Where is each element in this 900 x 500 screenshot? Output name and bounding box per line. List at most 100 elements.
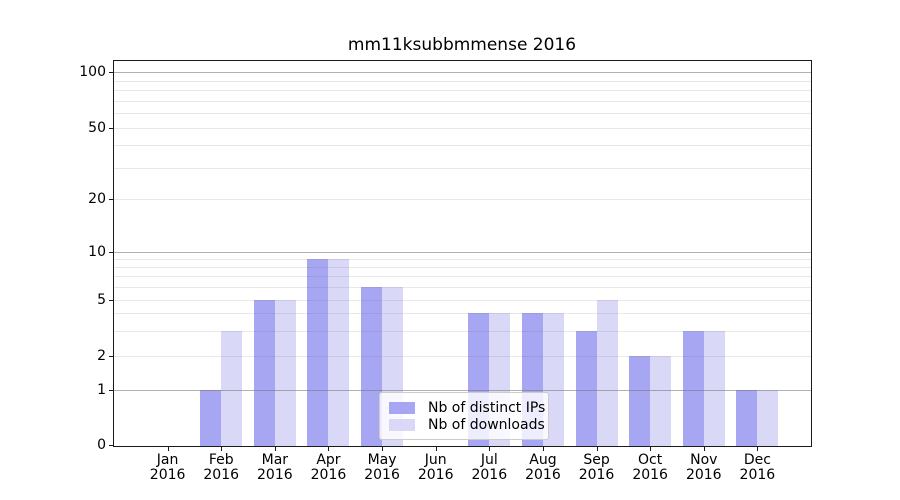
y-tick-label: 0 — [97, 437, 106, 453]
x-label-month: Nov — [690, 452, 718, 468]
y-tick-label: 50 — [88, 120, 106, 136]
x-tick — [274, 446, 276, 451]
x-tick — [596, 446, 598, 451]
bar-may-series0 — [361, 287, 383, 446]
y-tick — [109, 199, 114, 200]
x-label-year: 2016 — [685, 467, 722, 483]
y-tick — [109, 445, 114, 446]
gridline — [114, 100, 811, 102]
gridline — [114, 252, 811, 253]
plot-area: Nb of distinct IPs Nb of downloads 0 1 2 5 1… — [79, 60, 812, 483]
x-label-month: Sep — [583, 452, 610, 468]
x-label-year: 2016 — [471, 467, 508, 483]
x-tick-label: Jun 2016 — [418, 453, 454, 483]
x-tick-label: Feb 2016 — [203, 453, 239, 483]
bar-mar-series1 — [274, 299, 296, 446]
x-label-month: Jan — [156, 452, 179, 468]
x-tick-label: May 2016 — [364, 453, 400, 483]
x-tick — [542, 446, 544, 451]
bar-feb-series1 — [221, 331, 243, 446]
gridline — [114, 113, 811, 115]
x-label-year: 2016 — [417, 467, 454, 483]
x-label-year: 2016 — [149, 467, 186, 483]
y-tick — [109, 252, 114, 253]
legend-swatch-distinct-ips — [389, 401, 415, 414]
y-tick — [109, 299, 114, 301]
legend-swatch-downloads — [389, 418, 415, 431]
legend-label-downloads: Nb of downloads — [428, 416, 545, 433]
x-tick-label: Oct 2016 — [632, 453, 668, 483]
bar-nov-series1 — [703, 331, 725, 446]
x-label-year: 2016 — [257, 467, 293, 483]
gridline — [114, 128, 811, 129]
bar-apr-series0 — [307, 259, 329, 446]
x-label-year: 2016 — [578, 467, 615, 483]
x-tick — [328, 446, 330, 451]
x-tick — [167, 446, 169, 451]
gridline — [114, 267, 811, 269]
x-tick-label: Apr 2016 — [311, 453, 347, 483]
bar-sep-series0 — [575, 331, 597, 446]
bar-nov-series0 — [682, 331, 704, 446]
y-tick — [109, 128, 114, 129]
y-tick-label: 100 — [79, 64, 106, 80]
x-tick-label: Jul 2016 — [471, 453, 507, 483]
x-tick-label: Nov 2016 — [686, 453, 722, 483]
x-label-year: 2016 — [739, 467, 776, 483]
x-tick-label: Mar 2016 — [257, 453, 293, 483]
x-tick-label: Sep 2016 — [579, 453, 615, 483]
x-label-month: Jul — [480, 452, 498, 468]
x-tick — [489, 446, 491, 451]
y-tick — [109, 72, 114, 73]
x-label-month: Mar — [261, 452, 289, 468]
bar-oct-series1 — [650, 356, 672, 446]
x-tick — [435, 446, 437, 451]
x-label-year: 2016 — [310, 467, 347, 483]
x-tick — [757, 446, 759, 451]
x-label-month: Jun — [424, 452, 447, 468]
x-label-year: 2016 — [364, 467, 400, 483]
y-tick-label: 10 — [88, 244, 106, 260]
gridline — [114, 390, 811, 391]
x-label-year: 2016 — [525, 467, 561, 483]
x-tick-label: Aug 2016 — [525, 453, 561, 483]
x-label-month: Aug — [529, 452, 557, 468]
x-tick — [382, 446, 384, 451]
bar-oct-series0 — [629, 356, 651, 446]
gridline — [114, 80, 811, 82]
x-label-year: 2016 — [203, 467, 240, 483]
bar-feb-series0 — [200, 390, 222, 446]
x-label-month: Oct — [638, 452, 663, 468]
bar-mar-series0 — [253, 299, 275, 446]
y-tick-label: 2 — [97, 348, 106, 364]
y-tick-label: 1 — [97, 382, 106, 398]
x-label-month: May — [367, 452, 397, 468]
x-tick — [650, 446, 652, 451]
gridline — [114, 145, 811, 147]
y-tick — [109, 356, 114, 357]
gridline — [114, 199, 811, 200]
gridline — [114, 356, 811, 357]
x-tick — [221, 446, 223, 451]
x-label-month: Dec — [743, 452, 771, 468]
gridline — [114, 167, 811, 169]
x-label-year: 2016 — [632, 467, 668, 483]
gridline — [114, 90, 811, 92]
x-label-month: Apr — [316, 452, 341, 468]
gridline — [114, 259, 811, 261]
bar-apr-series1 — [328, 259, 350, 446]
gridline — [114, 330, 811, 332]
legend-label-distinct-ips: Nb of distinct IPs — [428, 399, 546, 416]
bar-sep-series1 — [596, 299, 618, 446]
bar-dec-series0 — [736, 390, 758, 446]
x-tick — [703, 446, 705, 451]
y-tick — [109, 390, 114, 391]
legend-item-downloads: Nb of downloads — [389, 417, 545, 433]
gridline — [114, 287, 811, 288]
x-tick-label: Jan 2016 — [150, 453, 186, 483]
gridline — [114, 299, 811, 301]
bar-dec-series1 — [757, 390, 779, 446]
legend: Nb of distinct IPs Nb of downloads — [379, 392, 549, 440]
legend-item-distinct-ips: Nb of distinct IPs — [389, 400, 545, 416]
